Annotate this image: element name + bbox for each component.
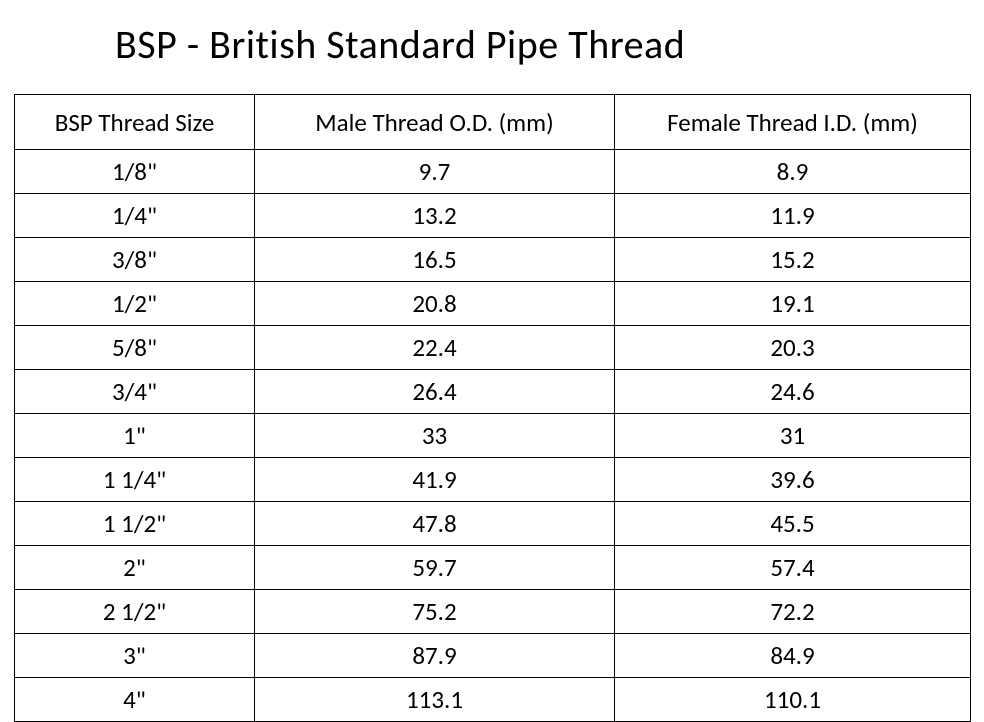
table-header-row: BSP Thread Size Male Thread O.D. (mm) Fe…	[15, 95, 971, 150]
table-row: 5/8" 22.4 20.3	[15, 326, 971, 370]
cell-size: 2"	[15, 546, 255, 590]
table-row: 1" 33 31	[15, 414, 971, 458]
cell-male-od: 75.2	[255, 590, 615, 634]
table-row: 3" 87.9 84.9	[15, 634, 971, 678]
cell-size: 2 1/2"	[15, 590, 255, 634]
cell-size: 1/2"	[15, 282, 255, 326]
table-row: 1/4" 13.2 11.9	[15, 194, 971, 238]
cell-male-od: 59.7	[255, 546, 615, 590]
cell-male-od: 16.5	[255, 238, 615, 282]
table-row: 2" 59.7 57.4	[15, 546, 971, 590]
table-row: 1/2" 20.8 19.1	[15, 282, 971, 326]
cell-male-od: 22.4	[255, 326, 615, 370]
cell-male-od: 26.4	[255, 370, 615, 414]
cell-female-id: 8.9	[615, 150, 971, 194]
cell-female-id: 72.2	[615, 590, 971, 634]
bsp-thread-table: BSP Thread Size Male Thread O.D. (mm) Fe…	[14, 94, 971, 722]
cell-female-id: 15.2	[615, 238, 971, 282]
col-header-male-od: Male Thread O.D. (mm)	[255, 95, 615, 150]
cell-female-id: 20.3	[615, 326, 971, 370]
cell-female-id: 24.6	[615, 370, 971, 414]
cell-female-id: 84.9	[615, 634, 971, 678]
cell-female-id: 19.1	[615, 282, 971, 326]
cell-female-id: 57.4	[615, 546, 971, 590]
cell-male-od: 9.7	[255, 150, 615, 194]
cell-size: 3/8"	[15, 238, 255, 282]
table-row: 2 1/2" 75.2 72.2	[15, 590, 971, 634]
table-container: BSP Thread Size Male Thread O.D. (mm) Fe…	[0, 94, 984, 722]
table-body: 1/8" 9.7 8.9 1/4" 13.2 11.9 3/8" 16.5 15…	[15, 150, 971, 722]
cell-male-od: 41.9	[255, 458, 615, 502]
cell-male-od: 87.9	[255, 634, 615, 678]
cell-female-id: 45.5	[615, 502, 971, 546]
col-header-size: BSP Thread Size	[15, 95, 255, 150]
cell-male-od: 47.8	[255, 502, 615, 546]
cell-size: 3/4"	[15, 370, 255, 414]
cell-size: 3"	[15, 634, 255, 678]
table-row: 3/8" 16.5 15.2	[15, 238, 971, 282]
cell-male-od: 20.8	[255, 282, 615, 326]
cell-size: 1/4"	[15, 194, 255, 238]
table-row: 1 1/4" 41.9 39.6	[15, 458, 971, 502]
cell-male-od: 13.2	[255, 194, 615, 238]
cell-size: 1/8"	[15, 150, 255, 194]
cell-size: 1 1/2"	[15, 502, 255, 546]
cell-size: 1"	[15, 414, 255, 458]
cell-female-id: 39.6	[615, 458, 971, 502]
table-row: 3/4" 26.4 24.6	[15, 370, 971, 414]
page-title: BSP - British Standard Pipe Thread	[0, 0, 984, 94]
cell-female-id: 11.9	[615, 194, 971, 238]
cell-size: 1 1/4"	[15, 458, 255, 502]
cell-size: 5/8"	[15, 326, 255, 370]
cell-male-od: 33	[255, 414, 615, 458]
col-header-female-id: Female Thread I.D. (mm)	[615, 95, 971, 150]
table-row: 1 1/2" 47.8 45.5	[15, 502, 971, 546]
cell-female-id: 31	[615, 414, 971, 458]
table-row: 1/8" 9.7 8.9	[15, 150, 971, 194]
